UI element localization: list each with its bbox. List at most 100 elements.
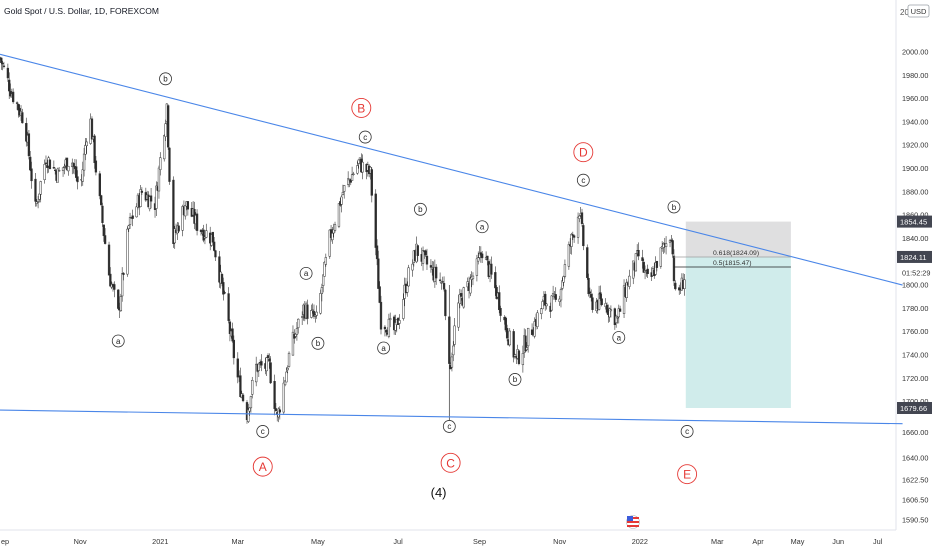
lower-trendline[interactable] [0, 409, 903, 425]
price-tick: 1880.00 [902, 187, 928, 196]
candle-down [0, 57, 3, 64]
candle-down [605, 304, 609, 313]
candle-down [582, 225, 585, 247]
price-tick: 1840.00 [902, 234, 928, 243]
wave-minor-b: b [414, 202, 427, 216]
candle-down [212, 241, 216, 251]
wave-minor-label: c [261, 427, 265, 436]
time-tick: Apr [752, 537, 764, 546]
price-tag-bg[interactable] [897, 215, 932, 228]
candle-down [11, 91, 15, 103]
candle-up [36, 201, 40, 203]
wave-major-label: B [357, 101, 365, 115]
candle-up [324, 257, 327, 265]
candle-up [301, 316, 304, 318]
candle-up [323, 261, 326, 277]
wave-minor-a: a [299, 266, 313, 280]
us-flag-event-icon[interactable] [626, 515, 640, 529]
candle-down [591, 297, 594, 310]
candle-down [34, 178, 37, 202]
price-tick: 1860.00 [902, 211, 928, 220]
candle-down [17, 104, 20, 111]
wave-minor-label: c [581, 176, 585, 185]
candle-up [348, 179, 351, 181]
wave-major-D: D [573, 142, 594, 163]
candle-up [155, 185, 158, 209]
candle-up [508, 330, 511, 346]
candle-up [389, 318, 392, 321]
candle-down [524, 335, 527, 352]
wave-minor-circle [680, 425, 694, 438]
time-tick: Nov [74, 537, 87, 546]
candle-up [311, 309, 314, 311]
candle-down [101, 205, 104, 223]
stop-loss-zone[interactable] [685, 221, 791, 257]
candle-up [265, 357, 268, 372]
candle-down [232, 339, 236, 359]
wave-minor-c: c [442, 420, 456, 433]
wave-minor-label: b [672, 203, 677, 212]
price-tag-bg[interactable] [897, 402, 932, 414]
candle-down [590, 294, 593, 298]
candle-up [654, 262, 657, 275]
wave-major-label: C [446, 456, 455, 470]
candle-up [457, 302, 460, 328]
candle-down [618, 308, 622, 312]
candle-up [608, 308, 611, 318]
time-tick: Jul [873, 537, 883, 546]
candle-up [128, 216, 132, 225]
candle-down [671, 240, 674, 255]
candle-up [119, 296, 123, 312]
candle-down [642, 261, 645, 273]
candle-up [634, 253, 638, 272]
take-profit-zone[interactable] [685, 256, 791, 408]
candle-up [57, 170, 61, 172]
candle-down [273, 381, 276, 409]
candle-down [98, 173, 101, 197]
candle-up [347, 178, 350, 185]
candle-down [27, 133, 31, 157]
candle-down [269, 362, 272, 384]
candle-down [383, 326, 387, 330]
currency-button[interactable] [907, 4, 930, 18]
wave-minor-label: a [116, 337, 121, 346]
fib-label-1: 0.5(1815.47) [713, 260, 752, 267]
candle-down [186, 201, 190, 210]
wave-minor-c: c [680, 425, 694, 438]
candle-down [109, 273, 112, 287]
wave-major-circle [677, 464, 698, 485]
wave-minor-b: b [311, 336, 325, 350]
wave-minor-circle [475, 220, 489, 234]
candle-down [122, 272, 125, 275]
candle-down [674, 282, 677, 290]
candle-down [236, 358, 239, 378]
wave-major-label: E [683, 468, 691, 482]
price-axis[interactable]: 2000.00 1980.00 1960.00 1940.00 1920.00 1900.… [897, 48, 932, 525]
fib-levels[interactable]: 0.618(1824.09) 0.5(1815.47) [673, 250, 791, 268]
time-axis[interactable]: ep Nov 2021 Mar May Jul Sep Nov 2022 Mar Apr May Jun… [1, 537, 883, 546]
candle-up [550, 295, 553, 311]
price-tick: 1780.00 [902, 304, 928, 313]
candle-down [571, 234, 574, 236]
upper-trendline[interactable] [0, 53, 903, 286]
candle-down [72, 163, 75, 167]
candle-down [222, 282, 225, 295]
trendlines[interactable] [0, 53, 903, 425]
candle-up [387, 318, 391, 337]
time-tick: Mar [711, 537, 724, 546]
candle-down [655, 260, 659, 268]
position-tool[interactable] [685, 221, 791, 408]
candle-up [578, 215, 581, 219]
candle-down [21, 112, 24, 124]
candle-down [93, 135, 96, 164]
candle-down [75, 166, 78, 178]
candle-up [469, 277, 472, 294]
candle-down [375, 245, 379, 260]
candle-up [331, 232, 334, 241]
candle-down [172, 179, 175, 244]
candle-up [148, 196, 151, 210]
price-tag-bg[interactable] [897, 250, 932, 263]
candle-up [477, 257, 480, 262]
